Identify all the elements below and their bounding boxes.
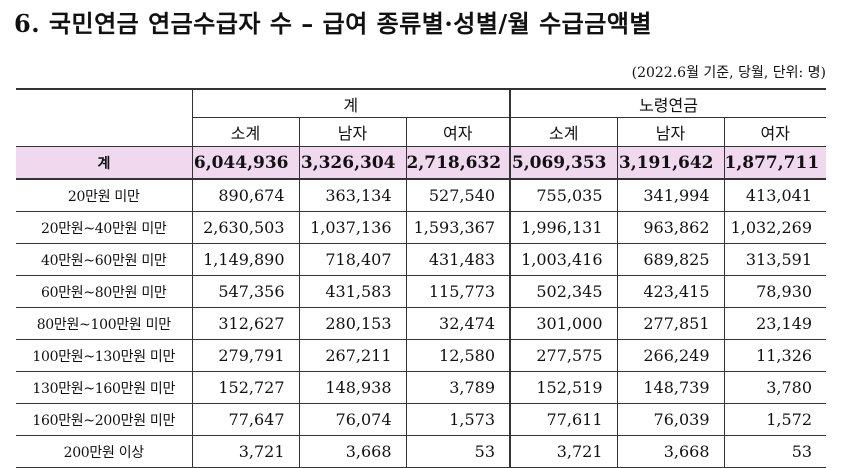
cell-value: 23,149 xyxy=(723,307,827,340)
cell-value: 547,356 xyxy=(191,275,300,308)
cell-value: 413,041 xyxy=(723,178,827,212)
cell-value: 431,483 xyxy=(405,243,512,276)
cell-value: 312,627 xyxy=(191,307,300,340)
cell-value: 78,930 xyxy=(723,275,827,308)
cell-value: 3,780 xyxy=(723,371,827,404)
cell-value: 363,134 xyxy=(298,178,407,212)
cell-value: 3,789 xyxy=(405,371,512,404)
row-label: 40만원~60만원 미만 xyxy=(16,243,193,276)
cell-value: 152,727 xyxy=(191,371,300,404)
cell-value: 527,540 xyxy=(405,178,512,212)
cell-value: 279,791 xyxy=(191,339,300,372)
table-row: 20만원~40만원 미만 2,630,503 1,037,136 1,593,367 1… xyxy=(16,211,827,244)
cell-value: 2,718,632 xyxy=(405,146,512,180)
cell-value: 76,039 xyxy=(616,403,725,436)
cell-value: 1,149,890 xyxy=(191,243,300,276)
header-sub: 남자 xyxy=(298,117,407,147)
cell-value: 718,407 xyxy=(298,243,407,276)
cell-value: 1,572 xyxy=(723,403,827,436)
cell-value: 2,630,503 xyxy=(191,211,300,244)
row-label: 100만원~130만원 미만 xyxy=(16,339,193,372)
cell-value: 277,575 xyxy=(509,339,618,372)
cell-value: 6,044,936 xyxy=(191,146,300,180)
cell-value: 3,326,304 xyxy=(298,146,407,180)
row-label: 80만원~100만원 미만 xyxy=(16,307,193,340)
cell-value: 277,851 xyxy=(616,307,725,340)
header-group-old-age: 노령연금 xyxy=(509,88,827,118)
cell-value: 77,647 xyxy=(191,403,300,436)
cell-value: 3,191,642 xyxy=(616,146,725,180)
total-row: 계 6,044,936 3,326,304 2,718,632 5,069,35… xyxy=(16,146,827,180)
cell-value: 76,074 xyxy=(298,403,407,436)
cell-value: 890,674 xyxy=(191,178,300,212)
table-row: 40만원~60만원 미만 1,149,890 718,407 431,483 1,003… xyxy=(16,243,827,276)
cell-value: 5,069,353 xyxy=(509,146,618,180)
pension-table: 계 노령연금 소계 남자 여자 소계 남자 여자 계 6,044,936 3,3… xyxy=(16,88,827,468)
cell-value: 1,996,131 xyxy=(509,211,618,244)
cell-value: 301,000 xyxy=(509,307,618,340)
cell-value: 1,003,416 xyxy=(509,243,618,276)
cell-value: 1,032,269 xyxy=(723,211,827,244)
row-label: 130만원~160만원 미만 xyxy=(16,371,193,404)
cell-value: 152,519 xyxy=(509,371,618,404)
row-label: 계 xyxy=(16,146,193,180)
header-sub: 소계 xyxy=(192,117,300,147)
cell-value: 1,593,367 xyxy=(405,211,512,244)
cell-value: 280,153 xyxy=(298,307,407,340)
cell-value: 3,668 xyxy=(616,435,725,468)
table-row: 100만원~130만원 미만 279,791 267,211 12,580 277,57… xyxy=(16,339,827,372)
cell-value: 341,994 xyxy=(616,178,725,212)
header-row-sub: 소계 남자 여자 소계 남자 여자 xyxy=(16,117,827,147)
table-row: 20만원 미만 890,674 363,134 527,540 755,035 341,9… xyxy=(16,178,827,212)
row-label: 60만원~80만원 미만 xyxy=(16,275,193,308)
row-label: 20만원~40만원 미만 xyxy=(16,211,193,244)
cell-value: 3,721 xyxy=(509,435,618,468)
table-row: 160만원~200만원 미만 77,647 76,074 1,573 77,611 76,… xyxy=(16,403,827,436)
cell-value: 267,211 xyxy=(298,339,407,372)
cell-value: 431,583 xyxy=(298,275,407,308)
cell-value: 266,249 xyxy=(616,339,725,372)
header-sub: 여자 xyxy=(405,117,512,147)
cell-value: 77,611 xyxy=(509,403,618,436)
cell-value: 53 xyxy=(405,435,512,468)
header-row-group: 계 노령연금 xyxy=(16,88,827,147)
row-label: 200만원 이상 xyxy=(16,435,193,468)
cell-value: 963,862 xyxy=(616,211,725,244)
cell-value: 148,739 xyxy=(616,371,725,404)
table-row: 130만원~160만원 미만 152,727 148,938 3,789 152,519… xyxy=(16,371,827,404)
cell-value: 689,825 xyxy=(616,243,725,276)
cell-value: 1,877,711 xyxy=(723,146,827,180)
header-sub: 남자 xyxy=(616,117,725,147)
cell-value: 53 xyxy=(723,435,827,468)
cell-value: 1,573 xyxy=(405,403,512,436)
cell-value: 32,474 xyxy=(405,307,512,340)
cell-value: 423,415 xyxy=(616,275,725,308)
unit-note: (2022.6월 기준, 당월, 단위: 명) xyxy=(631,65,826,81)
cell-value: 3,721 xyxy=(191,435,300,468)
page-title: 6. 국민연금 연금수급자 수 – 급여 종류별·성별/월 수급금액별 xyxy=(14,9,653,38)
header-sub: 소계 xyxy=(509,117,618,147)
header-sub: 여자 xyxy=(723,117,827,147)
header-corner xyxy=(16,88,193,147)
cell-value: 3,668 xyxy=(298,435,407,468)
cell-value: 148,938 xyxy=(298,371,407,404)
row-label: 160만원~200만원 미만 xyxy=(16,403,193,436)
cell-value: 12,580 xyxy=(405,339,512,372)
table-row: 200만원 이상 3,721 3,668 53 3,721 3,668 53 xyxy=(16,435,827,468)
table-row: 80만원~100만원 미만 312,627 280,153 32,474 301,000… xyxy=(16,307,827,340)
cell-value: 502,345 xyxy=(509,275,618,308)
cell-value: 115,773 xyxy=(405,275,512,308)
cell-value: 1,037,136 xyxy=(298,211,407,244)
cell-value: 313,591 xyxy=(723,243,827,276)
table-row: 60만원~80만원 미만 547,356 431,583 115,773 502,345… xyxy=(16,275,827,308)
header-group-total: 계 xyxy=(191,88,512,118)
row-label: 20만원 미만 xyxy=(16,178,193,212)
cell-value: 755,035 xyxy=(509,178,618,212)
cell-value: 11,326 xyxy=(723,339,827,372)
